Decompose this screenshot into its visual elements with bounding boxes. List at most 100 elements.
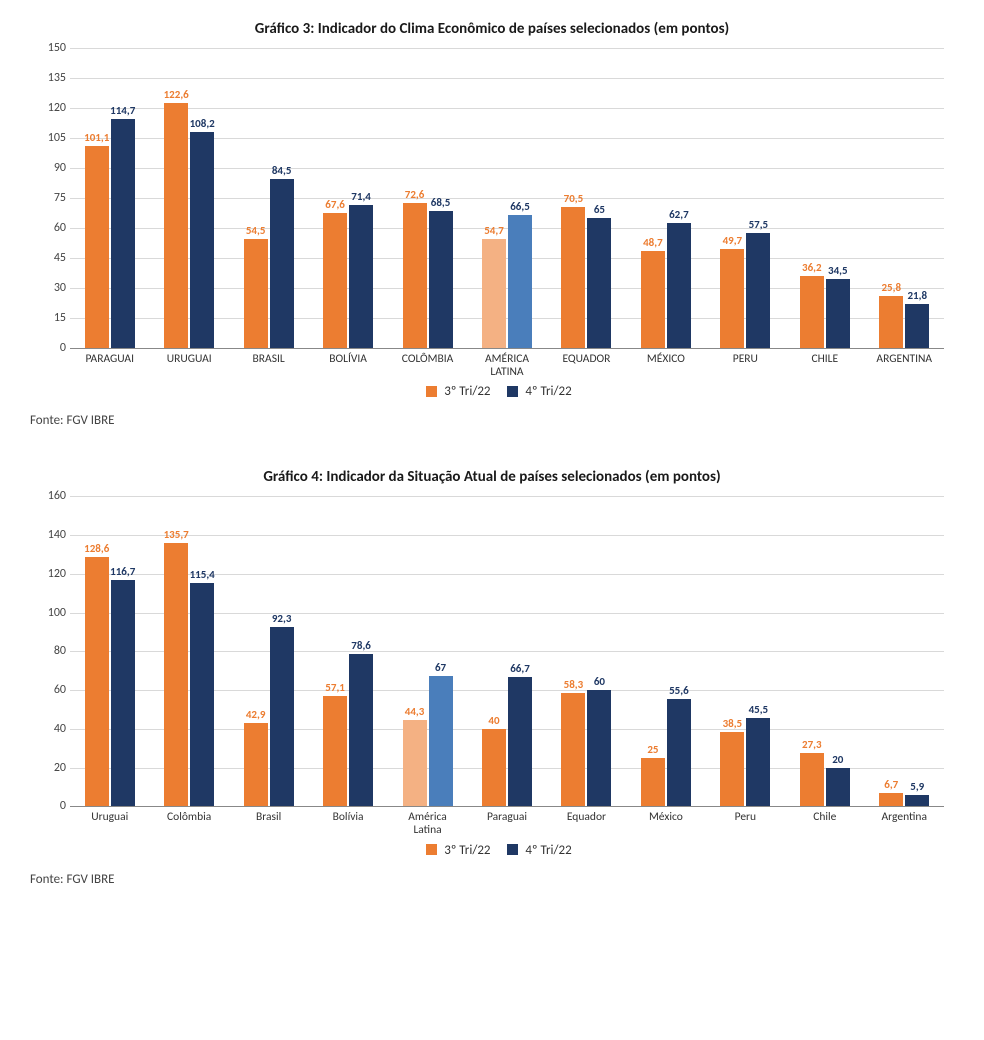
x-label: Equador <box>547 807 626 836</box>
bar-s2: 78,6 <box>349 654 373 806</box>
bar-s2: 71,4 <box>349 205 373 348</box>
bar-group: 49,757,5 <box>706 48 785 348</box>
x-label: EQUADOR <box>547 349 626 378</box>
bar-s1: 38,5 <box>720 732 744 807</box>
y-tick: 150 <box>36 41 66 55</box>
bar-value-label: 21,8 <box>907 289 927 302</box>
bar-value-label: 49,7 <box>723 234 743 247</box>
bar-group: 101,1 114,7 <box>70 48 149 348</box>
chart3-plot: 0153045607590105120135150101,1114,7122,6… <box>70 48 944 349</box>
bar-s2: 116,7 <box>111 580 135 806</box>
bar-s1: 67,6 <box>323 213 347 348</box>
legend-label-s2: 4º Tri/22 <box>525 843 571 858</box>
bar-value-label: 6,7 <box>884 778 898 791</box>
bar-group: 25 55,6 <box>626 496 705 806</box>
bar-s1: 25 <box>641 758 665 806</box>
bar-value-label: 42,9 <box>246 708 266 721</box>
bar-group: 54,7 66,5 <box>467 48 546 348</box>
bar-value-label: 101,1 <box>84 131 109 144</box>
y-tick: 40 <box>36 722 66 736</box>
bar-s2: 60 <box>587 690 611 806</box>
x-label: PERU <box>706 349 785 378</box>
bar-s2: 62,7 <box>667 223 691 348</box>
bar-value-label: 34,5 <box>828 264 848 277</box>
bar-value-label: 45,5 <box>749 703 769 716</box>
bar-value-label: 25,8 <box>881 281 901 294</box>
x-label: Chile <box>785 807 864 836</box>
bar-value-label: 38,5 <box>723 717 743 730</box>
y-tick: 120 <box>36 567 66 581</box>
x-label: Colômbia <box>149 807 228 836</box>
chart3-xlabels: PARAGUAIURUGUAIBRASILBOLÍVIACOLÔMBIAAMÉR… <box>70 349 944 378</box>
bar-s1: 44,3 <box>403 720 427 806</box>
bar-s1: 128,6 <box>85 557 109 806</box>
x-label: MÉXICO <box>626 349 705 378</box>
bar-value-label: 20 <box>832 753 843 766</box>
chart4-title: Gráfico 4: Indicador da Situação Atual d… <box>30 468 954 486</box>
x-label: PARAGUAI <box>70 349 149 378</box>
x-label: Uruguai <box>70 807 149 836</box>
x-label: Brasil <box>229 807 308 836</box>
bar-s1: 54,7 <box>482 239 506 348</box>
y-tick: 140 <box>36 528 66 542</box>
bar-s2: 108,2 <box>190 132 214 348</box>
chart4-legend: 3º Tri/22 4º Tri/22 <box>30 843 954 858</box>
y-tick: 120 <box>36 101 66 115</box>
bar-value-label: 55,6 <box>669 684 689 697</box>
bar-s2: 20 <box>826 768 850 807</box>
bar-value-label: 92,3 <box>272 612 292 625</box>
x-label: Argentina <box>865 807 944 836</box>
bar-s2: 57,5 <box>746 233 770 348</box>
chart4-plot: 020406080100120140160128,6116,7135,7115,… <box>70 496 944 807</box>
bar-s2: 65 <box>587 218 611 348</box>
bar-value-label: 84,5 <box>272 164 292 177</box>
y-tick: 30 <box>36 281 66 295</box>
bar-value-label: 40 <box>488 714 499 727</box>
bar-s2: 21,8 <box>905 304 929 348</box>
x-label: AMÉRICALATINA <box>467 349 546 378</box>
y-tick: 60 <box>36 221 66 235</box>
bar-s2: 66,7 <box>508 677 532 806</box>
bar-value-label: 78,6 <box>351 639 371 652</box>
bar-group: 58,360 <box>547 496 626 806</box>
bars-container: 101,1114,7122,6108,254,584,567,671,472,6… <box>70 48 944 348</box>
bar-value-label: 114,7 <box>110 104 135 117</box>
bar-s1: 57,1 <box>323 696 347 807</box>
y-tick: 0 <box>36 341 66 355</box>
x-label: México <box>626 807 705 836</box>
bar-value-label: 27,3 <box>802 738 822 751</box>
bar-value-label: 60 <box>594 675 605 688</box>
bar-value-label: 115,4 <box>190 568 215 581</box>
bar-s2: 34,5 <box>826 279 850 348</box>
legend-label-s1: 3º Tri/22 <box>444 843 490 858</box>
bar-s1: 42,9 <box>244 723 268 806</box>
bar-s1: 101,1 <box>85 146 109 348</box>
bar-value-label: 66,7 <box>510 662 530 675</box>
bar-value-label: 25 <box>647 743 658 756</box>
bar-group: 27,320 <box>785 496 864 806</box>
bar-value-label: 122,6 <box>164 88 189 101</box>
y-tick: 15 <box>36 311 66 325</box>
x-label: Bolívia <box>308 807 387 836</box>
y-tick: 60 <box>36 683 66 697</box>
y-tick: 45 <box>36 251 66 265</box>
bar-s1: 27,3 <box>800 753 824 806</box>
bar-s2: 45,5 <box>746 718 770 806</box>
chart3-title: Gráfico 3: Indicador do Clima Econômico … <box>30 20 954 38</box>
bar-value-label: 66,5 <box>510 200 530 213</box>
bar-value-label: 72,6 <box>405 188 425 201</box>
bar-value-label: 70,5 <box>564 192 584 205</box>
bar-value-label: 62,7 <box>669 208 689 221</box>
bar-s1: 36,2 <box>800 276 824 348</box>
y-tick: 20 <box>36 761 66 775</box>
bar-group: 44,367 <box>388 496 467 806</box>
chart4: Gráfico 4: Indicador da Situação Atual d… <box>30 468 954 886</box>
bar-value-label: 128,6 <box>84 542 109 555</box>
bar-group: 70,565 <box>547 48 626 348</box>
bar-value-label: 71,4 <box>351 190 371 203</box>
legend-swatch-s1 <box>426 386 437 397</box>
bar-s1: 54,5 <box>244 239 268 348</box>
chart4-source: Fonte: FGV IBRE <box>30 872 954 887</box>
bar-group: 72,668,5 <box>388 48 467 348</box>
bar-s1: 135,7 <box>164 543 188 806</box>
